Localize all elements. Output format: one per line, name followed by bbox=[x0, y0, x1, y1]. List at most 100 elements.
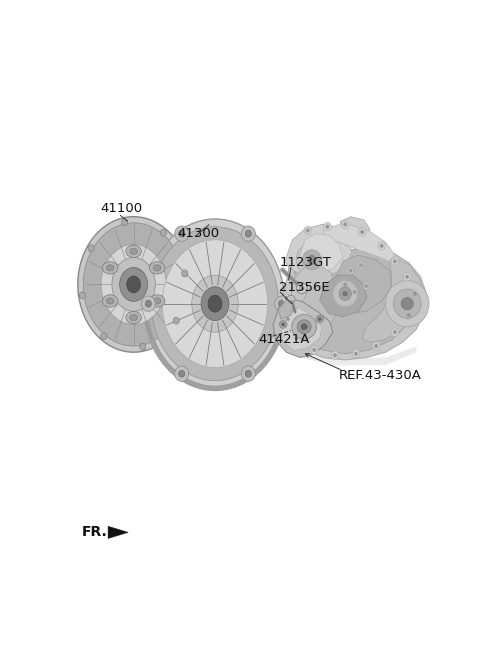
Ellipse shape bbox=[372, 342, 380, 350]
Ellipse shape bbox=[393, 260, 396, 263]
Polygon shape bbox=[281, 225, 426, 360]
Ellipse shape bbox=[295, 336, 298, 340]
Ellipse shape bbox=[112, 258, 156, 311]
Polygon shape bbox=[292, 346, 417, 365]
Ellipse shape bbox=[126, 245, 142, 258]
Ellipse shape bbox=[102, 295, 118, 307]
Ellipse shape bbox=[358, 261, 364, 269]
Ellipse shape bbox=[393, 289, 421, 318]
Ellipse shape bbox=[83, 223, 184, 346]
Ellipse shape bbox=[78, 217, 190, 352]
Ellipse shape bbox=[405, 311, 413, 319]
Ellipse shape bbox=[375, 344, 378, 348]
Ellipse shape bbox=[245, 230, 252, 237]
Ellipse shape bbox=[130, 248, 137, 254]
Ellipse shape bbox=[140, 343, 146, 350]
Text: FR.: FR. bbox=[82, 526, 108, 539]
Ellipse shape bbox=[333, 281, 358, 307]
Polygon shape bbox=[302, 286, 339, 330]
Ellipse shape bbox=[201, 286, 229, 321]
Ellipse shape bbox=[351, 288, 358, 296]
Ellipse shape bbox=[127, 276, 141, 293]
Ellipse shape bbox=[289, 275, 292, 279]
Ellipse shape bbox=[285, 296, 288, 300]
Ellipse shape bbox=[149, 261, 165, 274]
Polygon shape bbox=[291, 265, 335, 311]
Ellipse shape bbox=[406, 275, 409, 279]
Ellipse shape bbox=[302, 250, 321, 270]
Polygon shape bbox=[300, 234, 343, 273]
Ellipse shape bbox=[101, 244, 166, 325]
Ellipse shape bbox=[380, 244, 383, 248]
Polygon shape bbox=[362, 258, 423, 342]
Polygon shape bbox=[320, 275, 367, 317]
Text: 21356E: 21356E bbox=[278, 281, 329, 294]
Ellipse shape bbox=[145, 219, 285, 388]
Text: 41421A: 41421A bbox=[258, 333, 310, 346]
Polygon shape bbox=[331, 255, 392, 313]
Ellipse shape bbox=[378, 242, 385, 250]
Ellipse shape bbox=[279, 321, 287, 328]
Ellipse shape bbox=[149, 295, 165, 307]
Ellipse shape bbox=[326, 225, 329, 229]
Ellipse shape bbox=[120, 267, 147, 302]
Ellipse shape bbox=[241, 226, 255, 241]
Ellipse shape bbox=[286, 317, 289, 321]
Ellipse shape bbox=[316, 315, 324, 323]
Ellipse shape bbox=[365, 284, 368, 288]
Ellipse shape bbox=[192, 275, 238, 332]
Ellipse shape bbox=[391, 328, 399, 336]
Ellipse shape bbox=[292, 315, 316, 339]
Ellipse shape bbox=[101, 332, 107, 340]
Ellipse shape bbox=[352, 350, 360, 358]
Ellipse shape bbox=[106, 265, 114, 271]
Ellipse shape bbox=[324, 223, 331, 231]
Ellipse shape bbox=[208, 295, 222, 312]
Ellipse shape bbox=[331, 351, 339, 359]
Ellipse shape bbox=[344, 223, 347, 226]
Ellipse shape bbox=[142, 296, 156, 311]
Ellipse shape bbox=[391, 257, 399, 265]
Ellipse shape bbox=[341, 220, 349, 229]
Ellipse shape bbox=[301, 324, 307, 330]
Ellipse shape bbox=[359, 263, 362, 267]
Ellipse shape bbox=[318, 317, 321, 321]
Ellipse shape bbox=[278, 300, 285, 307]
Ellipse shape bbox=[348, 267, 354, 274]
Text: 41300: 41300 bbox=[178, 227, 220, 240]
Text: REF.43-430A: REF.43-430A bbox=[339, 369, 422, 382]
Ellipse shape bbox=[179, 230, 185, 237]
Text: 1123GT: 1123GT bbox=[279, 256, 331, 269]
Ellipse shape bbox=[411, 290, 419, 298]
Ellipse shape bbox=[413, 292, 417, 296]
Polygon shape bbox=[339, 217, 370, 246]
Ellipse shape bbox=[282, 323, 285, 326]
Ellipse shape bbox=[175, 226, 189, 241]
Ellipse shape bbox=[287, 295, 295, 303]
Polygon shape bbox=[289, 235, 418, 353]
Ellipse shape bbox=[359, 228, 366, 237]
Ellipse shape bbox=[385, 281, 429, 327]
Ellipse shape bbox=[152, 227, 278, 380]
Polygon shape bbox=[278, 300, 294, 319]
Ellipse shape bbox=[292, 334, 300, 342]
Ellipse shape bbox=[353, 290, 356, 294]
Ellipse shape bbox=[145, 300, 152, 307]
Ellipse shape bbox=[162, 240, 268, 367]
Ellipse shape bbox=[88, 245, 94, 252]
Ellipse shape bbox=[297, 320, 311, 334]
Ellipse shape bbox=[102, 261, 118, 274]
Ellipse shape bbox=[106, 298, 114, 304]
Polygon shape bbox=[273, 298, 333, 357]
Ellipse shape bbox=[275, 296, 288, 311]
Ellipse shape bbox=[181, 270, 188, 277]
Ellipse shape bbox=[363, 283, 369, 290]
Ellipse shape bbox=[312, 348, 316, 351]
Ellipse shape bbox=[306, 229, 310, 232]
Ellipse shape bbox=[342, 281, 348, 288]
Ellipse shape bbox=[334, 353, 336, 357]
Ellipse shape bbox=[282, 294, 290, 302]
Ellipse shape bbox=[393, 330, 396, 334]
Ellipse shape bbox=[360, 231, 364, 234]
Ellipse shape bbox=[401, 298, 413, 310]
